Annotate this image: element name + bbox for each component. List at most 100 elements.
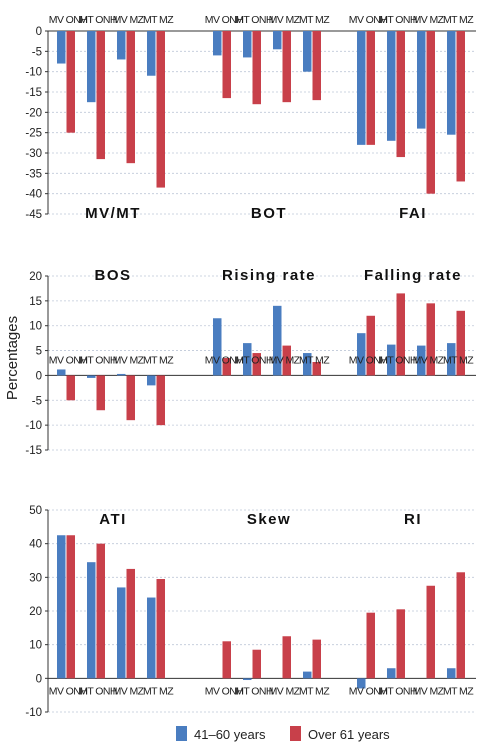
bar-age-over-61 xyxy=(456,31,465,182)
bar-age-41-60 xyxy=(213,31,222,56)
y-tick-label: 5 xyxy=(36,346,42,358)
bar-age-41-60 xyxy=(213,318,222,376)
bar-age-41-60 xyxy=(243,678,252,681)
bar-age-41-60 xyxy=(303,31,312,72)
bar-age-41-60 xyxy=(57,31,66,64)
category-label: MV MZ xyxy=(413,354,445,366)
y-tick-label: -45 xyxy=(25,209,42,221)
bar-age-41-60 xyxy=(147,375,156,386)
category-label: MT ONH xyxy=(379,14,417,26)
category-label: MT ONH xyxy=(379,685,417,697)
category-label: MT ONH xyxy=(79,685,117,697)
bar-age-over-61 xyxy=(396,609,405,679)
legend-swatch-1 xyxy=(176,726,187,741)
y-tick-label: -40 xyxy=(25,189,42,201)
bar-age-41-60 xyxy=(87,31,96,103)
bar-age-over-61 xyxy=(456,572,465,679)
y-tick-label: -10 xyxy=(25,67,42,79)
bar-age-over-61 xyxy=(222,31,231,99)
bar-age-over-61 xyxy=(366,315,375,376)
bar-age-41-60 xyxy=(117,31,126,60)
legend-label-2: Over 61 years xyxy=(308,727,390,742)
category-label: MV ONH xyxy=(205,354,243,366)
group-title: ATI xyxy=(99,511,127,528)
y-tick-label: 0 xyxy=(36,673,42,685)
bar-age-41-60 xyxy=(447,668,456,679)
bar-age-41-60 xyxy=(243,343,252,376)
bar-age-41-60 xyxy=(303,671,312,679)
bar-age-over-61 xyxy=(96,31,105,160)
bar-age-41-60 xyxy=(243,31,252,58)
category-label: MV MZ xyxy=(269,14,301,26)
bar-age-over-61 xyxy=(312,31,321,101)
bar-age-over-61 xyxy=(312,639,321,679)
bar-age-41-60 xyxy=(147,31,156,76)
bar-age-41-60 xyxy=(387,31,396,141)
bar-age-over-61 xyxy=(312,362,321,376)
group-title: Rising rate xyxy=(222,267,316,284)
bar-age-over-61 xyxy=(252,31,261,105)
bar-age-over-61 xyxy=(66,375,75,401)
category-label: MV MZ xyxy=(413,14,445,26)
bar-age-over-61 xyxy=(156,31,165,188)
category-label: MT MZ xyxy=(299,685,330,697)
group-title: BOT xyxy=(251,205,287,222)
bar-age-41-60 xyxy=(357,678,366,689)
category-label: MT MZ xyxy=(143,14,174,26)
category-label: MT MZ xyxy=(443,354,474,366)
bar-age-41-60 xyxy=(447,343,456,376)
bar-age-41-60 xyxy=(447,31,456,135)
bar-age-over-61 xyxy=(366,612,375,679)
category-label: MT ONH xyxy=(379,354,417,366)
y-tick-label: -20 xyxy=(25,107,42,119)
y-axis-label: Percentages xyxy=(4,316,21,400)
legend-label-1: 41–60 years xyxy=(194,727,266,742)
bar-age-41-60 xyxy=(57,535,66,679)
bar-age-over-61 xyxy=(126,31,135,164)
bar-age-41-60 xyxy=(57,369,66,376)
y-tick-label: -35 xyxy=(25,168,42,180)
category-label: MT ONH xyxy=(79,14,117,26)
y-tick-label: -15 xyxy=(25,87,42,99)
category-label: MT MZ xyxy=(143,685,174,697)
y-tick-label: -30 xyxy=(25,148,42,160)
category-label: MV ONH xyxy=(349,14,387,26)
bar-age-over-61 xyxy=(456,310,465,376)
bar-age-over-61 xyxy=(96,543,105,679)
group-title: BOS xyxy=(94,267,131,284)
category-label: MV MZ xyxy=(269,354,301,366)
category-label: MT MZ xyxy=(143,354,174,366)
category-label: MV MZ xyxy=(113,14,145,26)
bar-age-over-61 xyxy=(282,345,291,376)
bar-age-41-60 xyxy=(117,373,126,376)
bar-age-41-60 xyxy=(87,375,96,378)
category-label: MV MZ xyxy=(113,354,145,366)
category-label: MV MZ xyxy=(113,685,145,697)
bar-age-over-61 xyxy=(156,375,165,426)
bar-age-over-61 xyxy=(222,358,231,376)
legend: 41–60 years Over 61 years xyxy=(176,726,390,742)
bar-age-41-60 xyxy=(357,333,366,376)
y-tick-label: -5 xyxy=(32,46,42,58)
bar-age-over-61 xyxy=(156,579,165,679)
bar-age-over-61 xyxy=(426,303,435,376)
bar-age-41-60 xyxy=(303,353,312,376)
bar-age-over-61 xyxy=(396,293,405,376)
category-label: MV ONH xyxy=(349,354,387,366)
legend-swatch-2 xyxy=(290,726,301,741)
group-title: Falling rate xyxy=(364,267,462,284)
bar-age-over-61 xyxy=(66,31,75,133)
category-label: MV MZ xyxy=(269,685,301,697)
y-tick-label: 10 xyxy=(29,640,42,652)
bar-age-over-61 xyxy=(252,353,261,376)
bar-age-41-60 xyxy=(417,345,426,376)
category-label: MT ONH xyxy=(235,14,273,26)
